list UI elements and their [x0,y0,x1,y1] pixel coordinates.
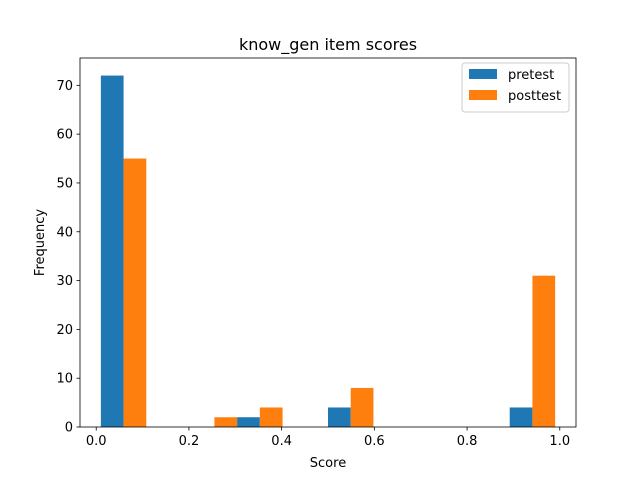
y-axis: 0 10 20 30 40 50 60 70 [56,79,80,436]
legend-label-pretest: pretest [508,68,554,83]
y-tick-label: 50 [56,176,73,191]
y-axis-label: Frequency [33,209,48,276]
bar-pretest-bin-0 [100,75,124,428]
y-tick-label: 40 [56,225,73,240]
x-axis-label: Score [310,456,346,471]
x-tick-label: 1.0 [549,434,570,449]
x-tick-label: 0.8 [457,434,478,449]
bar-posttest-bin-9 [532,275,556,427]
y-tick-label: 0 [65,421,73,436]
y-tick-label: 30 [56,274,73,289]
bar-posttest-bin-0 [123,158,147,428]
legend-swatch-pretest [469,69,497,79]
x-tick-label: 0.6 [364,434,385,449]
x-tick-label: 0.4 [271,434,292,449]
y-tick-label: 60 [56,128,73,143]
bars-layer [100,75,556,428]
legend-label-posttest: posttest [508,89,561,104]
y-tick-label: 70 [56,79,73,94]
bar-pretest-bin-5 [328,407,351,427]
bar-pretest-bin-3 [237,417,260,427]
bar-posttest-bin-2 [214,417,238,427]
y-tick-label: 20 [56,323,73,338]
legend: pretest posttest [461,62,570,113]
chart-title: know_gen item scores [239,35,417,55]
bar-posttest-bin-5 [350,387,374,427]
legend-swatch-posttest [469,90,497,100]
bar-pretest-bin-9 [509,407,533,427]
x-tick-label: 0.0 [86,434,107,449]
x-axis: 0.0 0.2 0.4 0.6 0.8 1.0 [86,427,570,449]
x-tick-label: 0.2 [179,434,200,449]
y-tick-label: 10 [56,372,73,387]
bar-posttest-bin-3 [259,407,283,427]
plot-area-frame [79,57,577,428]
